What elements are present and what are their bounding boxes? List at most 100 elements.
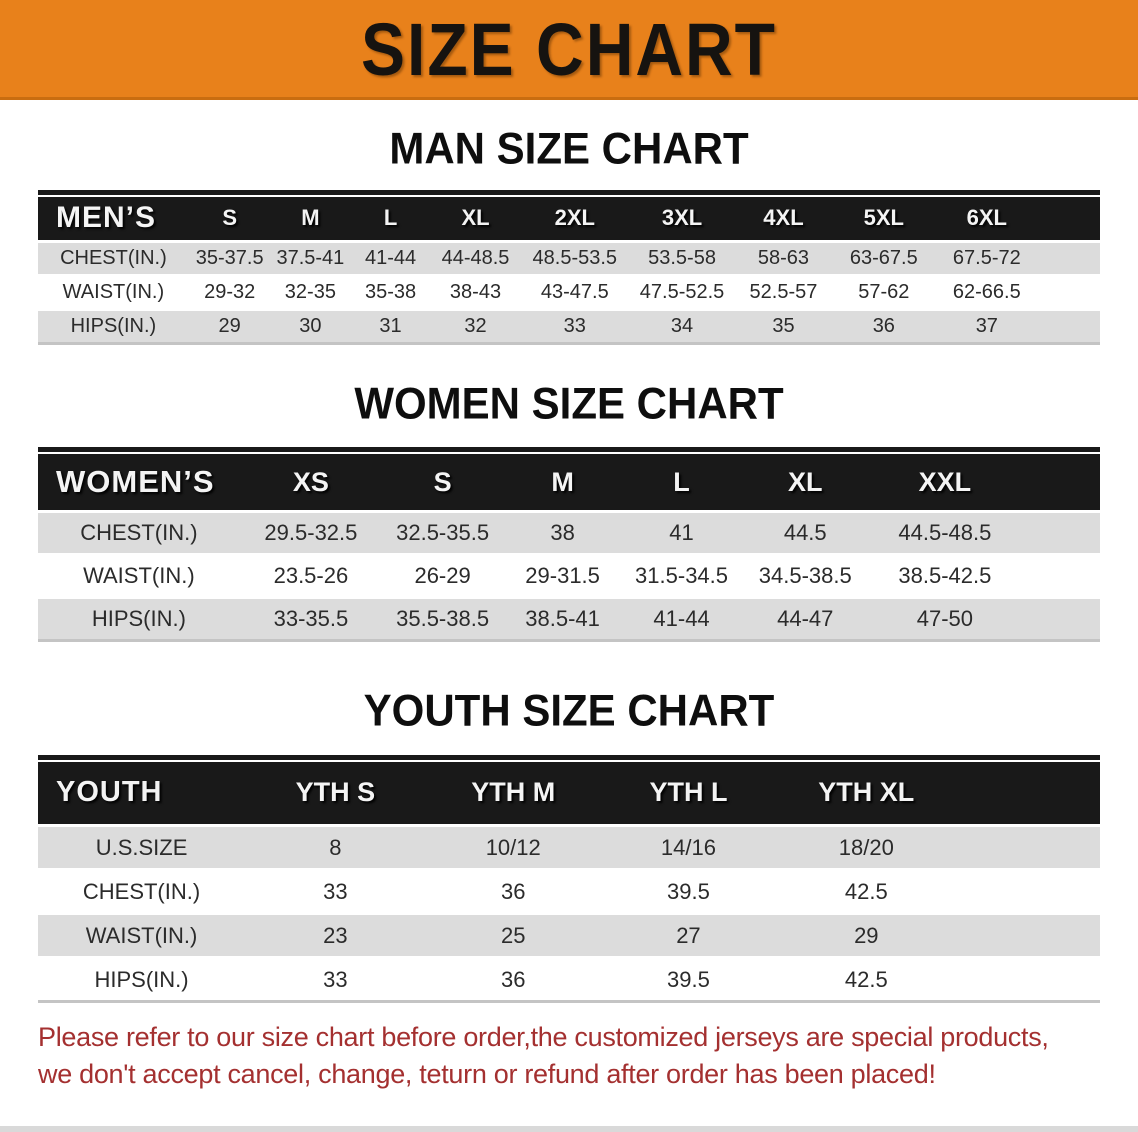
value-cell: 47-50 (916, 606, 974, 632)
table-body: CHEST(IN.) 35-37.5 37.5-41 41-44 44-48.5 48.5… (38, 241, 1100, 344)
value-cell: 25 (500, 922, 526, 948)
value-cell: 38.5-41 (525, 606, 600, 632)
size-header-row: MEN’S S M L XL 2XL 3XL 4XL 5XL 6XL (38, 197, 1100, 242)
row-label-cell: U.S.SIZE (95, 834, 188, 860)
spacer-cell (957, 826, 1100, 870)
value-cell: 36 (500, 966, 526, 992)
row-label-cell: WAIST(IN.) (85, 922, 198, 948)
row-label-cell: CHEST(IN.) (60, 246, 167, 269)
men-section-heading: MAN SIZE CHART (389, 123, 749, 174)
row-label-cell: HIPS(IN.) (94, 966, 189, 992)
size-col-header: 3XL (661, 205, 703, 231)
table-row: HIPS(IN.) 33 36 39.5 42.5 (38, 957, 1100, 1002)
spacer-cell (957, 958, 1100, 1002)
value-cell: 41 (669, 520, 694, 546)
table-row: CHEST(IN.) 33 36 39.5 42.5 (38, 869, 1100, 914)
value-cell: 53.5-58 (648, 246, 716, 269)
row-label-cell: HIPS(IN.) (91, 606, 186, 632)
value-cell: 27 (676, 922, 701, 948)
value-cell: 41-44 (653, 606, 710, 632)
table-top-border (38, 754, 1100, 760)
table-top-border (38, 190, 1100, 196)
size-col-header: L (383, 205, 398, 231)
value-cell: 29.5-32.5 (264, 520, 358, 546)
table-row: WAIST(IN.) 23.5-26 26-29 29-31.5 31.5-34.5 34… (38, 554, 1100, 598)
value-cell: 33 (323, 878, 348, 904)
size-col-header: 2XL (554, 205, 595, 231)
value-cell: 43-47.5 (540, 280, 609, 303)
spacer-cell (1020, 454, 1100, 512)
value-cell: 29 (854, 922, 879, 948)
value-cell: 37 (975, 314, 998, 337)
value-cell: 34 (670, 314, 694, 337)
spacer-cell (1038, 241, 1100, 275)
size-col-header: XL (787, 466, 823, 497)
table-body: CHEST(IN.) 29.5-32.5 32.5-35.5 38 41 44.5 44.5… (38, 511, 1100, 641)
size-col-header: S (222, 205, 238, 231)
value-cell: 34.5-38.5 (758, 563, 852, 589)
table-title-cell: WOMEN’S (56, 464, 215, 500)
value-cell: 36 (872, 314, 895, 337)
value-cell: 29 (218, 314, 241, 337)
spacer-cell (1020, 598, 1100, 641)
row-label-cell: WAIST(IN.) (62, 280, 165, 303)
youth-section-heading: YOUTH SIZE CHART (363, 686, 775, 736)
value-cell: 37.5-41 (276, 246, 345, 269)
disclaimer-line-1: Please refer to our size chart before or… (38, 1022, 1049, 1053)
size-chart-banner: SIZE CHART (0, 0, 1138, 100)
size-col-header: YTH XL (818, 777, 915, 808)
value-cell: 58-63 (757, 246, 810, 269)
disclaimer-note: Please refer to our size chart before or… (38, 1019, 1100, 1092)
table-head: MEN’S S M L XL 2XL 3XL 4XL 5XL 6XL (38, 197, 1100, 242)
value-cell: 33-35.5 (273, 606, 349, 632)
value-cell: 39.5 (667, 878, 710, 904)
value-cell: 44.5 (783, 520, 827, 546)
value-cell: 32 (464, 314, 487, 337)
value-cell: 48.5-53.5 (532, 246, 618, 269)
row-label-cell: CHEST(IN.) (80, 520, 198, 546)
value-cell: 38.5-42.5 (898, 563, 992, 589)
table-head: YOUTH YTH S YTH M YTH L YTH XL (38, 761, 1100, 826)
size-col-header: S (433, 466, 452, 497)
row-label-cell: WAIST(IN.) (83, 563, 195, 589)
size-col-header: YTH L (649, 777, 728, 808)
value-cell: 35 (772, 314, 795, 337)
disclaimer-line-2: we don't accept cancel, change, teturn o… (38, 1058, 936, 1089)
table-title-cell: MEN’S (56, 201, 157, 235)
size-col-header: XXL (918, 466, 972, 497)
value-cell: 52.5-57 (749, 280, 818, 303)
value-cell: 33 (563, 314, 586, 337)
men-size-table: MEN’S S M L XL 2XL 3XL 4XL 5XL 6XL CHEST(IN.) 35-37… (38, 190, 1100, 345)
size-col-header: 4XL (763, 205, 804, 231)
row-label-cell: CHEST(IN.) (82, 878, 201, 904)
size-col-header: YTH S (295, 777, 376, 808)
men-size-section: MAN SIZE CHART MEN’S S M L XL 2XL 3XL 4XL 5XL 6XL… (0, 123, 1138, 345)
table-row: CHEST(IN.) 35-37.5 37.5-41 41-44 44-48.5 48.5… (38, 241, 1100, 276)
size-header-row: WOMEN’S XS S M L XL XXL (38, 453, 1100, 512)
value-cell: 38 (550, 520, 575, 546)
size-col-header: YTH M (471, 777, 556, 808)
spacer-cell (1038, 275, 1100, 309)
value-cell: 63-67.5 (849, 246, 918, 269)
value-cell: 44-47 (777, 606, 834, 632)
size-col-header: 6XL (966, 205, 1007, 231)
spacer-cell (957, 914, 1100, 958)
table-row: WAIST(IN.) 29-32 32-35 35-38 38-43 43-47.5 47.… (38, 275, 1100, 310)
value-cell: 38-43 (449, 280, 502, 303)
spacer-cell (1020, 555, 1100, 598)
table-row: HIPS(IN.) 29 30 31 32 33 34 35 36 37 (38, 309, 1100, 344)
women-size-section: WOMEN SIZE CHART WOMEN’S XS S M L XL XXL CHEST(… (0, 379, 1138, 643)
value-cell: 35-38 (364, 280, 417, 303)
value-cell: 35.5-38.5 (396, 606, 490, 632)
women-size-table: WOMEN’S XS S M L XL XXL CHEST(IN.) 29.5-32.5 32.5… (38, 446, 1100, 643)
size-col-header: XL (461, 205, 490, 231)
value-cell: 32.5-35.5 (396, 520, 490, 546)
spacer-cell (957, 870, 1100, 914)
value-cell: 36 (500, 878, 526, 904)
table-row: U.S.SIZE 8 10/12 14/16 18/20 (38, 825, 1100, 870)
table-row: WAIST(IN.) 23 25 27 29 (38, 913, 1100, 958)
size-col-header: XS (292, 466, 329, 497)
value-cell: 26-29 (414, 563, 471, 589)
youth-size-section: YOUTH SIZE CHART YOUTH YTH S YTH M YTH L YTH… (0, 686, 1138, 1003)
women-table: WOMEN’S XS S M L XL XXL CHEST(IN.) 29.5-32.5 32.5… (38, 453, 1100, 643)
